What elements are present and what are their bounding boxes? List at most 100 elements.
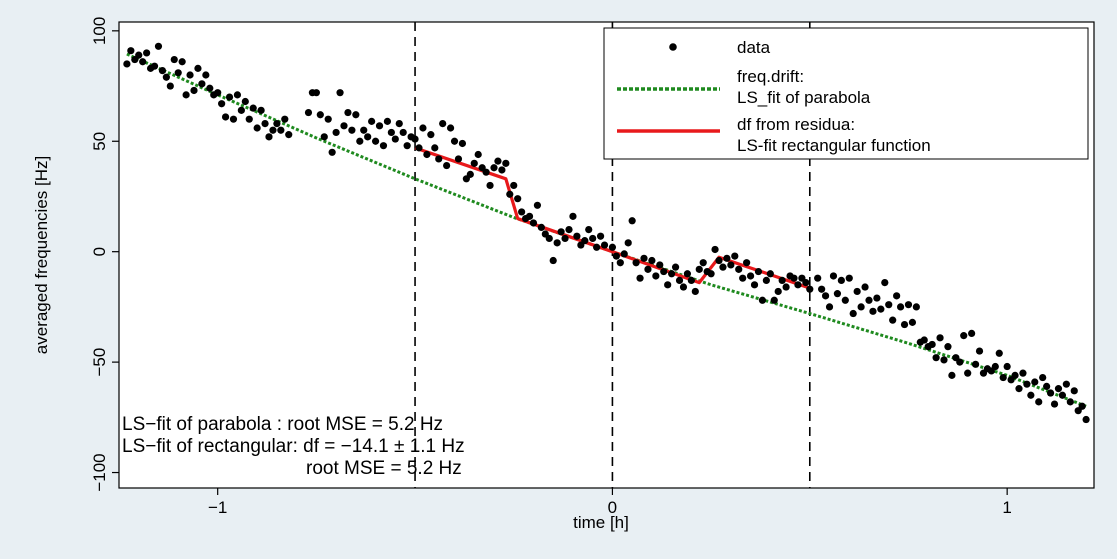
- data-point: [561, 234, 569, 243]
- annotation-parabola-mse: LS−fit of parabola : root MSE = 5.2 Hz: [122, 414, 443, 435]
- data-point: [668, 270, 676, 278]
- data-point: [656, 261, 664, 269]
- data-point: [956, 358, 964, 366]
- data-point: [881, 279, 889, 287]
- data-point: [502, 159, 510, 167]
- data-point: [498, 166, 506, 174]
- y-axis-label: averaged frequencies [Hz]: [32, 156, 51, 354]
- data-point: [1078, 402, 1086, 410]
- data-point: [865, 296, 873, 304]
- data-point: [158, 66, 167, 75]
- data-point: [312, 89, 320, 97]
- data-point: [257, 106, 265, 114]
- data-point: [1015, 385, 1023, 393]
- data-point: [190, 86, 198, 95]
- data-point: [1050, 400, 1059, 408]
- data-point: [782, 283, 790, 291]
- data-point: [162, 73, 170, 81]
- data-point: [636, 274, 644, 282]
- data-point: [581, 237, 589, 245]
- data-point: [253, 124, 261, 132]
- data-point: [652, 272, 660, 280]
- data-point: [494, 157, 502, 165]
- data-point: [758, 296, 767, 304]
- data-point: [450, 137, 459, 145]
- data-point: [427, 131, 435, 139]
- data-point: [1062, 380, 1070, 388]
- data-point: [746, 272, 755, 280]
- data-point: [237, 106, 245, 114]
- data-point: [277, 126, 285, 134]
- data-point: [198, 80, 206, 88]
- data-point: [845, 274, 853, 282]
- data-point: [944, 343, 952, 351]
- data-point: [585, 226, 593, 234]
- data-point: [675, 276, 684, 284]
- data-point: [940, 356, 948, 364]
- data-point: [474, 150, 482, 159]
- data-point: [861, 283, 869, 291]
- data-point: [166, 82, 174, 90]
- data-point: [683, 270, 692, 278]
- data-point: [608, 243, 617, 251]
- data-point: [233, 91, 242, 99]
- data-point: [671, 263, 680, 271]
- data-point: [143, 49, 151, 57]
- data-point: [707, 270, 715, 278]
- data-point: [664, 281, 672, 289]
- data-point: [391, 135, 399, 143]
- data-point: [743, 259, 751, 267]
- data-point: [352, 111, 360, 119]
- data-point: [537, 223, 545, 231]
- data-point: [770, 296, 778, 304]
- legend: data freq.drift: LS_fit of parabola df from…: [603, 27, 1089, 160]
- data-point: [660, 267, 668, 276]
- data-point: [261, 119, 269, 128]
- data-point: [885, 301, 893, 309]
- data-point: [1011, 371, 1019, 379]
- data-point: [648, 256, 656, 265]
- data-point: [968, 329, 976, 338]
- data-point: [735, 265, 743, 273]
- data-point: [135, 51, 143, 59]
- data-point: [225, 93, 234, 101]
- data-point: [1035, 398, 1043, 406]
- data-point: [399, 128, 407, 137]
- data-point: [778, 276, 786, 284]
- data-point: [154, 42, 163, 50]
- data-point: [569, 212, 577, 220]
- data-point: [324, 115, 332, 123]
- data-point: [431, 144, 439, 152]
- data-point: [857, 303, 865, 311]
- data-point: [754, 267, 763, 276]
- data-point: [750, 281, 759, 289]
- data-point: [466, 170, 474, 178]
- data-point: [273, 119, 281, 128]
- data-point: [596, 232, 605, 240]
- data-point: [360, 126, 368, 134]
- data-point: [371, 137, 380, 145]
- data-point: [245, 115, 253, 123]
- data-point: [514, 195, 522, 203]
- y-tick-label: −50: [90, 348, 109, 377]
- legend-label-rectangular-fit: df from residua:: [737, 115, 855, 134]
- data-point: [281, 115, 289, 123]
- data-point: [356, 137, 364, 145]
- data-point: [446, 124, 455, 132]
- data-point: [320, 133, 328, 141]
- data-point: [900, 320, 909, 329]
- data-point: [806, 285, 814, 293]
- data-point: [999, 373, 1007, 382]
- data-point: [229, 115, 238, 123]
- data-point: [766, 270, 774, 278]
- data-point: [727, 261, 735, 269]
- data-point: [802, 279, 810, 287]
- data-point: [691, 287, 699, 296]
- data-point: [336, 89, 344, 97]
- data-point: [435, 155, 443, 163]
- data-point: [194, 64, 202, 72]
- data-point: [419, 124, 427, 132]
- data-point: [1003, 362, 1011, 371]
- data-point: [123, 60, 131, 68]
